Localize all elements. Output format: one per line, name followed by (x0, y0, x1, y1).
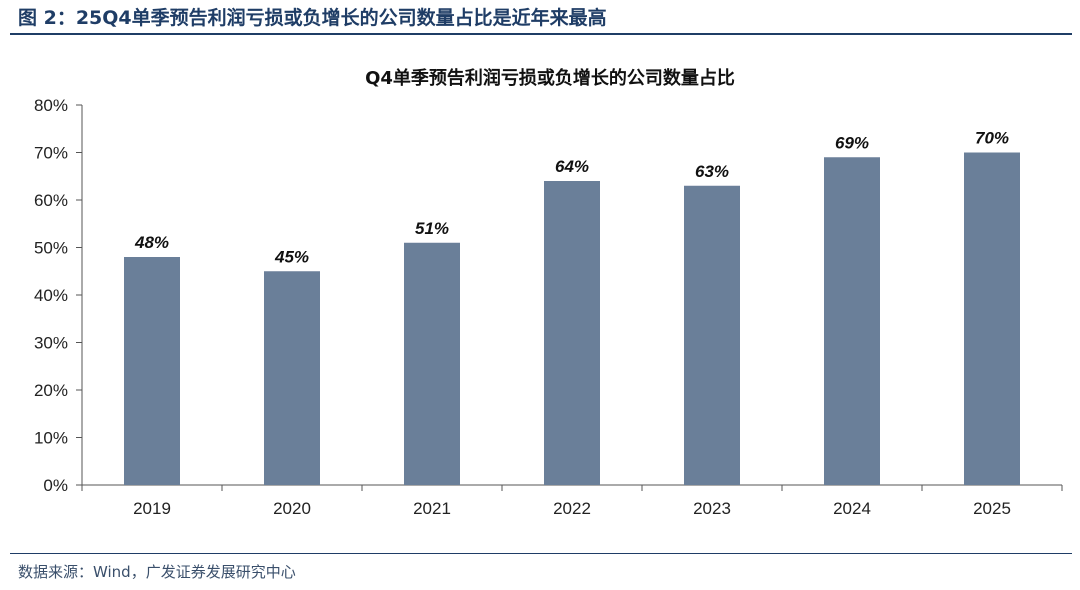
figure-caption: 图 2：25Q4单季预告利润亏损或负增长的公司数量占比是近年来最高 (18, 7, 607, 29)
bar-2022 (544, 181, 600, 485)
y-tick-label: 40% (34, 286, 68, 305)
bar-2021 (404, 242, 460, 485)
y-tick-label: 70% (34, 144, 68, 163)
bar-2020 (264, 271, 320, 485)
x-tick-label: 2023 (693, 499, 731, 518)
y-tick-label: 60% (34, 191, 68, 210)
x-tick-label: 2019 (133, 499, 171, 518)
y-tick-label: 0% (43, 476, 68, 495)
x-tick-label: 2024 (833, 499, 871, 518)
axes: 0% 10% 20% 30% 40% 50% 60% 70% 80% 2019 2020 2021 20… (34, 96, 1063, 518)
data-label-2022: 64% (555, 157, 589, 176)
data-label-2025: 70% (975, 129, 1009, 148)
y-tick-label: 20% (34, 381, 68, 400)
bar-chart: Q4单季预告利润亏损或负增长的公司数量占比 0% 10% 20% 30% 40% 50% 6… (34, 67, 1063, 518)
y-tick-label: 30% (34, 334, 68, 353)
caption-rule (10, 33, 1072, 35)
x-tick-label: 2021 (413, 499, 451, 518)
data-label-2020: 45% (274, 247, 309, 266)
bars (124, 152, 1020, 485)
data-label-2019: 48% (134, 233, 169, 252)
y-tick-label: 50% (34, 239, 68, 258)
bar-2025 (964, 152, 1020, 485)
bar-2024 (824, 157, 880, 485)
data-labels: 48% 45% 51% 64% 63% 69% 70% (134, 129, 1009, 267)
chart-title: Q4单季预告利润亏损或负增长的公司数量占比 (365, 67, 735, 89)
y-tick-label: 10% (34, 429, 68, 448)
bar-2019 (124, 257, 180, 485)
data-label-2023: 63% (695, 162, 729, 181)
footer-rule (10, 553, 1072, 554)
bar-2023 (684, 185, 740, 485)
x-tick-label: 2025 (973, 499, 1011, 518)
data-label-2024: 69% (835, 133, 869, 152)
x-tick-label: 2020 (273, 499, 311, 518)
data-label-2021: 51% (415, 219, 449, 238)
source-note: 数据来源：Wind，广发证券发展研究中心 (18, 563, 296, 581)
y-tick-label: 80% (34, 96, 68, 115)
x-tick-label: 2022 (553, 499, 591, 518)
